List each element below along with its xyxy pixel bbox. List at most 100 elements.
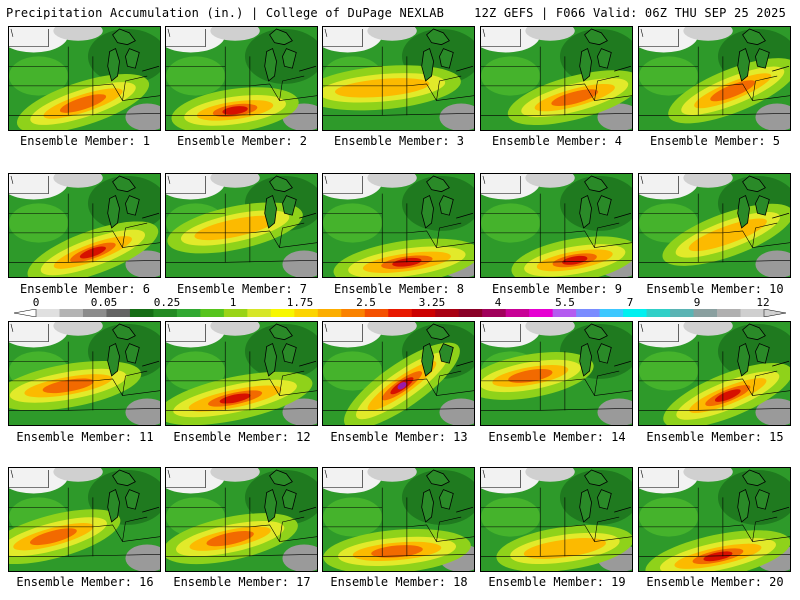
light-precip-area	[439, 398, 474, 425]
precip-contour	[206, 531, 254, 547]
state-border	[9, 507, 69, 557]
ensemble-member-label: Ensemble Member: 20	[646, 575, 784, 589]
great-lakes-outline	[421, 195, 434, 229]
light-precip-area	[53, 468, 103, 482]
great-lakes-outline	[584, 175, 608, 193]
great-lakes-outline	[584, 28, 608, 46]
great-lakes-outline	[439, 343, 454, 364]
state-border	[225, 408, 317, 411]
colorbar-swatch	[129, 309, 154, 317]
state-border	[382, 260, 474, 263]
great-lakes-outline	[456, 360, 474, 367]
great-lakes-outline	[439, 48, 454, 69]
great-lakes-outline	[772, 360, 790, 367]
state-border	[166, 28, 206, 47]
great-lakes-outline	[614, 65, 632, 72]
dry-area	[166, 27, 226, 53]
precip-contour	[30, 528, 77, 546]
light-precip-area	[210, 468, 260, 482]
light-precip-area	[282, 398, 317, 425]
state-border	[324, 28, 328, 37]
light-precip-area	[525, 174, 575, 188]
light-precip-area	[125, 103, 160, 130]
precip-contour	[481, 497, 541, 537]
light-precip-area	[210, 174, 260, 188]
great-lakes-outline	[426, 323, 450, 341]
great-lakes-outline	[142, 212, 160, 219]
state-border	[594, 516, 620, 542]
precip-field	[9, 174, 160, 277]
state-border	[166, 175, 206, 194]
great-lakes-outline	[421, 48, 434, 82]
dry-area	[9, 27, 69, 53]
great-lakes-outline	[614, 506, 632, 513]
great-lakes-outline	[269, 469, 293, 487]
colorbar-swatch	[388, 309, 413, 317]
great-lakes-outline	[737, 343, 750, 377]
state-border	[564, 378, 632, 396]
state-border	[698, 554, 790, 557]
ensemble-member-label: Ensemble Member: 13	[330, 430, 468, 444]
light-precip-area	[525, 322, 575, 336]
colorbar-swatch	[106, 309, 131, 317]
great-lakes-outline	[755, 195, 770, 216]
state-border	[323, 323, 363, 342]
colorbar-swatch	[505, 309, 530, 317]
light-precip-area	[210, 27, 260, 41]
light-precip-area	[525, 468, 575, 482]
precip-field	[166, 468, 317, 571]
state-border	[167, 469, 171, 478]
great-lakes-outline	[125, 343, 140, 364]
state-border	[752, 370, 778, 396]
state-border	[225, 260, 317, 263]
great-lakes-outline	[456, 65, 474, 72]
ensemble-member-map	[480, 173, 633, 278]
dry-area	[639, 174, 699, 200]
state-border	[166, 323, 206, 342]
chart-title: Precipitation Accumulation (in.) | Colle…	[6, 6, 445, 20]
ensemble-member-label: Ensemble Member: 18	[330, 575, 468, 589]
ensemble-member-map	[322, 467, 475, 572]
colorbar-swatch	[247, 309, 272, 317]
great-lakes-outline	[579, 48, 592, 82]
ensemble-member-map	[8, 467, 161, 572]
precip-max	[714, 389, 741, 402]
colorbar-swatch	[59, 309, 84, 317]
great-lakes-outline	[264, 195, 277, 229]
colorbar-swatch	[435, 309, 460, 317]
state-border	[482, 323, 486, 332]
great-lakes-outline	[421, 489, 434, 523]
ensemble-member-label: Ensemble Member: 8	[333, 282, 465, 296]
dry-area	[323, 174, 383, 200]
light-precip-area	[53, 322, 103, 336]
state-border	[382, 554, 474, 557]
great-lakes-outline	[426, 469, 450, 487]
great-lakes-outline	[597, 195, 612, 216]
ensemble-member-map	[322, 321, 475, 426]
state-border	[324, 469, 328, 478]
state-border	[167, 28, 171, 37]
state-border	[9, 66, 69, 116]
great-lakes-outline	[755, 343, 770, 364]
precip-contour	[717, 469, 790, 525]
state-border	[249, 83, 317, 101]
state-border	[249, 230, 317, 248]
colorbar-tick-label: 2.5	[356, 296, 376, 309]
state-border	[225, 554, 317, 557]
state-border	[9, 323, 49, 342]
colorbar-swatch	[599, 309, 624, 317]
precip-contour	[244, 28, 317, 84]
precip-contour	[323, 203, 383, 243]
state-border	[436, 516, 462, 542]
colorbar-tick-label: 4	[494, 296, 502, 309]
precip-contour	[559, 28, 632, 84]
colorbar-swatch	[223, 309, 248, 317]
light-precip-area	[597, 103, 632, 130]
great-lakes-outline	[439, 489, 454, 510]
colorbar-swatch	[646, 309, 671, 317]
colorbar-swatch	[717, 309, 742, 317]
great-lakes-outline	[282, 343, 297, 364]
great-lakes-outline	[456, 506, 474, 513]
great-lakes-outline	[299, 212, 317, 219]
state-border	[166, 213, 226, 263]
